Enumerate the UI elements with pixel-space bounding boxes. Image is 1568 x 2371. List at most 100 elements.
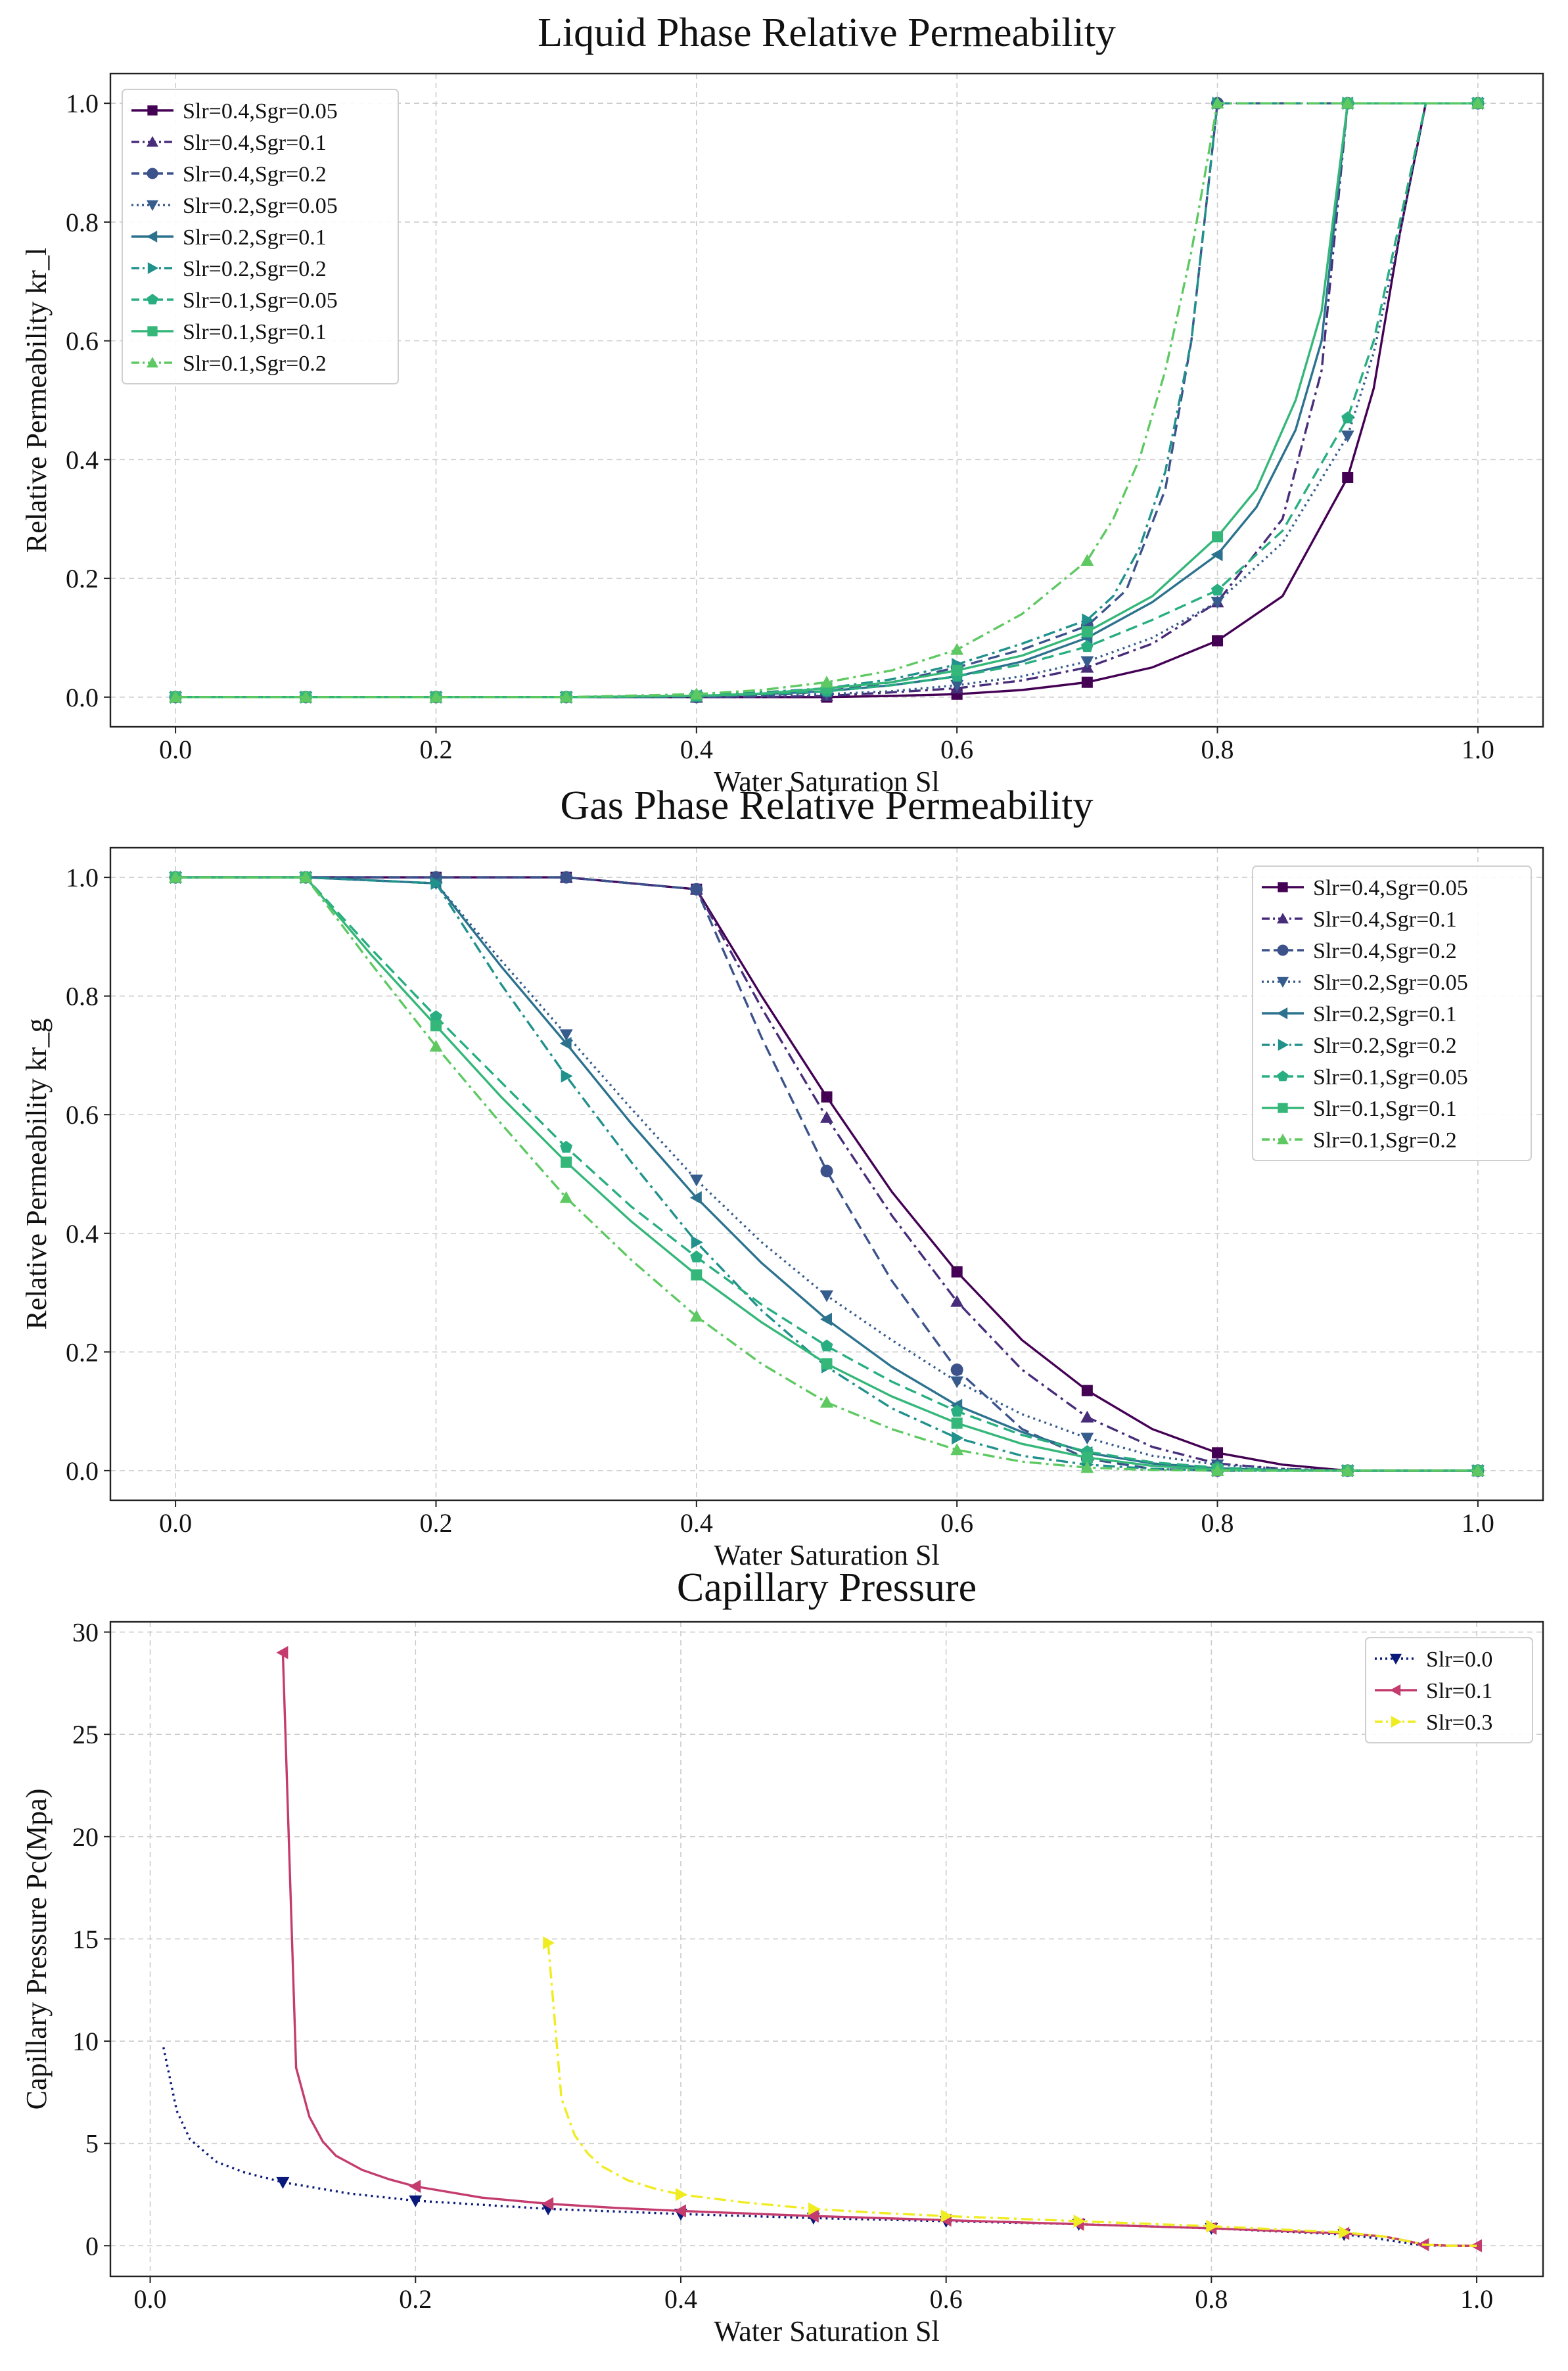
y-tick-label: 0.8 [66,208,99,237]
legend-label: Slr=0.4,Sgr=0.05 [1313,876,1468,900]
series-line-8 [175,102,1478,699]
x-tick-label: 0.0 [134,2284,167,2314]
legend-marker [147,168,158,179]
series-line-2 [281,1652,1477,2247]
data-point [689,1191,702,1205]
y-tick-label: 20 [72,1822,99,1852]
data-point [1211,597,1224,609]
data-point [299,871,313,883]
data-point [430,877,443,890]
x-tick-label: 0.2 [419,1508,452,1538]
data-point [169,690,183,702]
legend-label: Slr=0.1,Sgr=0.05 [183,288,338,313]
legend-label: Slr=0.4,Sgr=0.2 [183,162,327,187]
data-point [1341,430,1354,443]
data-point [1471,97,1485,109]
data-point [1080,1461,1094,1473]
legend-box [1252,865,1532,1161]
y-tick-label: 0.8 [66,982,99,1011]
data-point [1081,676,1093,688]
data-point [1080,553,1094,566]
chart-title: Liquid Phase Relative Permeability [538,11,1116,55]
x-tick-label: 0.2 [419,735,452,764]
legend-marker [147,262,158,274]
data-point [276,2176,290,2189]
data-point [690,1250,703,1262]
y-tick-label: 1.0 [66,863,99,892]
y-tick-label: 5 [85,2129,99,2159]
data-point [950,1376,964,1389]
data-point [1073,2214,1086,2228]
series-group [169,871,1485,1477]
data-point [951,664,963,676]
x-tick-label: 0.6 [930,2284,963,2314]
series-line-1 [162,2047,1477,2247]
grid [110,74,1543,727]
data-point [559,1036,572,1050]
y-tick-label: 0.4 [66,445,99,474]
x-tick-label: 0.2 [399,2284,432,2314]
data-point [691,1269,703,1281]
data-point [808,2202,820,2216]
legend-marker [1390,1684,1401,1696]
data-point [429,1040,443,1052]
data-point [675,2188,687,2201]
data-point [1081,626,1093,637]
legend-label: Slr=0.2,Sgr=0.2 [1313,1034,1457,1058]
data-point [409,2195,423,2207]
capillary-pressure-panel: 0.0 0.2 0.4 0.6 0.8 1.0 0 5 10 15 20 25 30 Capillary … [20,1565,1544,2347]
series-group [162,1646,1483,2253]
x-tick-label: 0.8 [1201,735,1234,764]
legend-label: Slr=0.1,Sgr=0.1 [183,320,327,344]
x-axis-label: Water Saturation Sl [714,766,940,798]
data-point [689,687,703,700]
data-point [820,1290,833,1302]
y-tick-label: 15 [72,1924,99,1954]
data-point [950,643,964,655]
y-axis-label: Relative Permeability kr_g [20,1018,53,1329]
data-point [559,1029,573,1042]
data-point [820,1164,833,1178]
legend: Slr=0.4,Sgr=0.05 Slr=0.4,Sgr=0.1 Slr=0.4,S… [1252,865,1532,1161]
series-line-3 [547,1943,1477,2247]
data-point [1341,97,1354,109]
x-tick-label: 1.0 [1462,735,1494,764]
legend-marker [147,357,158,368]
y-axis-label: Capillary Pressure Pc(Mpa) [20,1789,53,2110]
legend-box [122,89,399,384]
data-point [1341,1463,1354,1476]
data-point [561,1156,572,1168]
data-point [950,1363,963,1376]
data-point [820,1111,833,1123]
data-point [1081,1385,1093,1396]
data-point [299,690,313,702]
legend-label: Slr=0.2,Sgr=0.05 [1313,971,1468,995]
data-point [690,883,703,896]
legend-marker [147,326,158,336]
legend-marker [1278,1103,1288,1113]
chart-title: Gas Phase Relative Permeability [561,783,1094,828]
data-point [1212,531,1224,543]
data-point [820,1339,833,1352]
x-tick-label: 0.6 [940,1508,973,1538]
data-point [820,1312,832,1326]
data-point [276,1646,288,1659]
data-point [1212,1447,1224,1459]
legend-marker [1391,1716,1402,1728]
x-tick-label: 0.8 [1201,1508,1234,1538]
data-point [409,2180,421,2194]
data-point [1082,613,1094,627]
legend: Slr=0.4,Sgr=0.05 Slr=0.4,Sgr=0.1 Slr=0.4,S… [122,89,399,384]
y-tick-label: 0.6 [66,1100,99,1130]
legend-label: Slr=0.1,Sgr=0.05 [1313,1065,1468,1090]
data-point [1342,471,1354,483]
y-tick-label: 25 [72,1720,99,1749]
data-point [1211,97,1224,109]
legend-label: Slr=0.2,Sgr=0.1 [183,225,327,250]
y-tick-label: 0 [85,2231,99,2261]
series-line-4 [175,876,1478,1472]
data-point [1211,584,1224,596]
legend-label: Slr=0.0 [1426,1647,1492,1672]
legend-marker [1390,1653,1402,1665]
